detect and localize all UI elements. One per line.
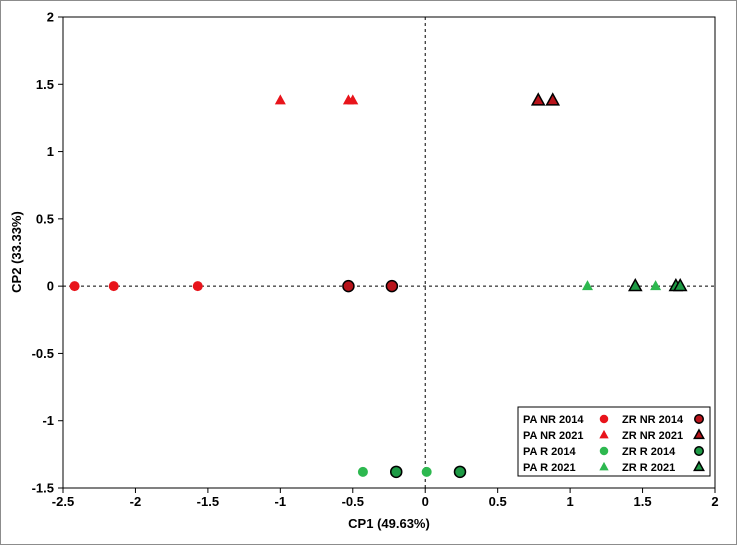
legend-label: ZR R 2014 — [622, 446, 676, 458]
x-tick-label: -2.5 — [52, 494, 74, 509]
point-pa-nr-2014 — [192, 281, 203, 292]
point-pa-nr-2014 — [69, 281, 80, 292]
point-pa-r-2021 — [581, 280, 593, 291]
x-tick-label: 1 — [566, 494, 573, 509]
point-pa-nr-2021 — [347, 94, 359, 105]
legend-marker — [599, 446, 609, 456]
point-zr-r-2014 — [389, 465, 403, 479]
x-axis-title: CP1 (49.63%) — [348, 516, 430, 531]
point-pa-r-2014 — [421, 466, 432, 477]
y-tick-label: -1.5 — [32, 481, 54, 496]
point-pa-nr-2014 — [108, 281, 119, 292]
legend-label: ZR NR 2021 — [622, 430, 683, 442]
x-tick-label: 0.5 — [489, 494, 507, 509]
y-tick-label: -0.5 — [32, 346, 54, 361]
legend-marker — [694, 414, 704, 424]
point-zr-r-2014 — [453, 465, 467, 479]
point-pa-r-2014 — [357, 466, 368, 477]
legend-marker — [693, 428, 705, 440]
legend-marker — [599, 429, 609, 439]
point-zr-r-2021 — [672, 277, 688, 292]
legend-label: PA R 2021 — [523, 462, 576, 474]
point-zr-nr-2014 — [342, 279, 355, 293]
point-zr-nr-2021 — [530, 92, 546, 106]
y-tick-label: 1 — [47, 144, 54, 159]
legend-marker — [693, 460, 705, 472]
point-pa-nr-2021 — [274, 94, 286, 105]
y-axis-ticks: -1.5 -1 -0.5 0 0.5 1 1.5 2 — [32, 10, 63, 496]
x-tick-label: 0 — [422, 494, 429, 509]
y-tick-label: 0 — [47, 279, 54, 294]
y-tick-label: -1 — [42, 413, 54, 428]
x-tick-label: -1.5 — [197, 494, 219, 509]
x-tick-label: 2 — [711, 494, 718, 509]
legend-marker — [599, 414, 609, 424]
legend-marker — [694, 446, 704, 456]
point-zr-nr-2021 — [545, 92, 561, 106]
y-axis-title: CP2 (33.33%) — [9, 211, 24, 293]
legend-box — [517, 406, 711, 477]
legend-label: ZR NR 2014 — [622, 414, 684, 426]
data-points — [69, 92, 688, 479]
point-zr-r-2021 — [627, 277, 643, 292]
x-tick-label: -1 — [275, 494, 287, 509]
legend-label: PA NR 2021 — [523, 430, 584, 442]
legend-label: ZR R 2021 — [622, 462, 675, 474]
x-tick-label: 1.5 — [634, 494, 652, 509]
legend-marker — [599, 461, 609, 471]
point-pa-r-2021 — [650, 280, 662, 291]
y-tick-label: 0.5 — [36, 211, 54, 226]
legend-label: PA R 2014 — [523, 446, 576, 458]
x-tick-label: -2 — [130, 494, 142, 509]
x-tick-label: -0.5 — [342, 494, 364, 509]
legend-label: PA NR 2014 — [523, 414, 584, 426]
y-tick-label: 2 — [47, 10, 54, 25]
y-tick-label: 1.5 — [36, 77, 54, 92]
legend: PA NR 2014 PA NR 2021 PA R 2014 PA R 2021 ZR… — [517, 406, 711, 477]
point-zr-nr-2014 — [385, 279, 399, 293]
x-axis-ticks: -2.5 -2 -1.5 -1 -0.5 0 0.5 1 1.5 2 — [52, 488, 719, 509]
